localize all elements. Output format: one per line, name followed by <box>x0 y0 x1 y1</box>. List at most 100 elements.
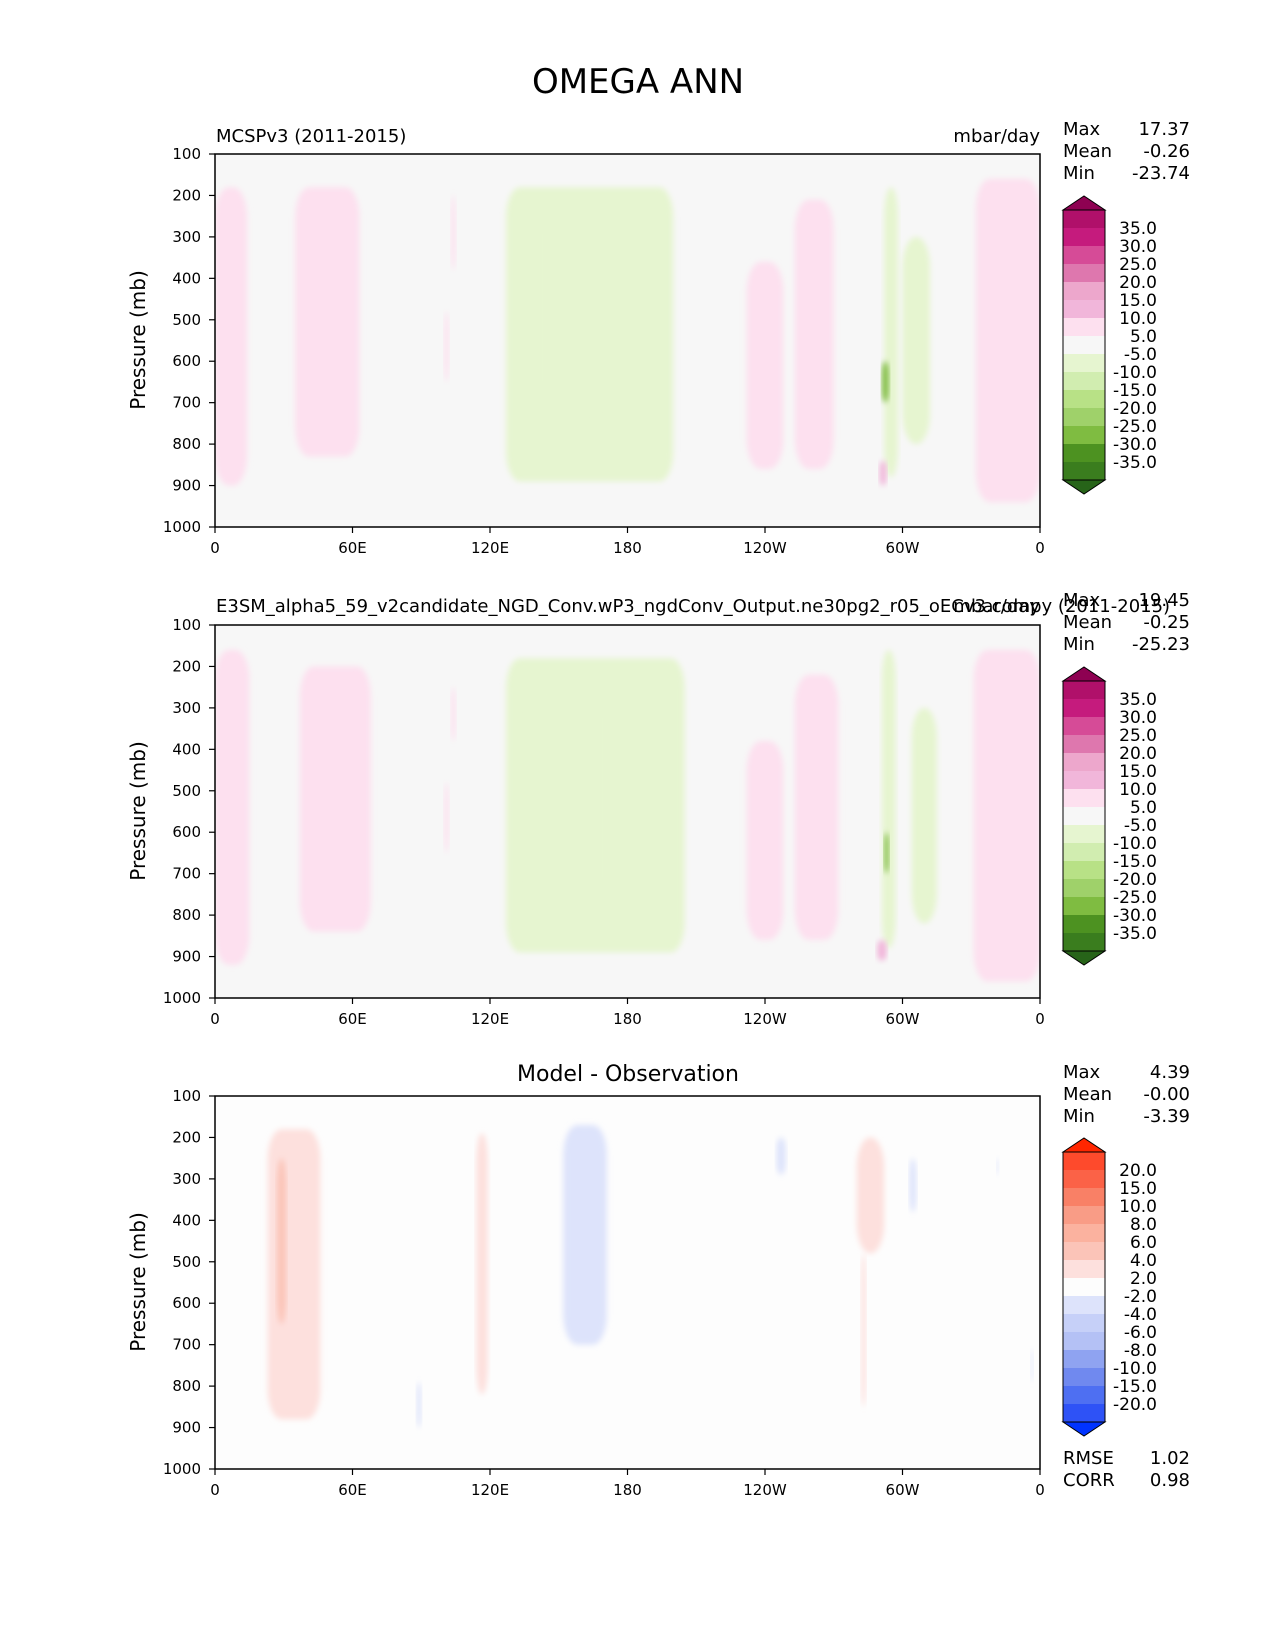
contour-region <box>794 199 834 469</box>
rmse-label: RMSE <box>1063 1448 1114 1469</box>
contour-region <box>902 236 930 445</box>
y-tick-label: 400 <box>172 1211 201 1229</box>
colorbar-level-label: 4.0 <box>1130 1251 1157 1271</box>
panel-difference-colorbar: 20.015.010.08.06.04.02.0-2.0-4.0-6.0-8.0… <box>1061 1137 1157 1437</box>
panel-reference-y-axis: 100 200 300 400 500 600 700 800 900 1000 <box>163 616 215 1007</box>
colorbar-segment <box>1063 282 1105 301</box>
colorbar-extend-max <box>1061 666 1107 682</box>
panel-reference-ylabel: Pressure (mb) <box>126 741 150 881</box>
contour-region <box>909 1158 917 1213</box>
y-tick-label: 900 <box>172 477 201 495</box>
y-tick-label: 500 <box>172 311 201 329</box>
y-tick-label: 100 <box>172 145 201 163</box>
panel-reference-x-axis: 0 60E 120E 180 120W 60W 0 <box>210 998 1045 1028</box>
colorbar-segment <box>1063 210 1105 229</box>
panel-reference-units: mbar/day <box>953 596 1040 617</box>
colorbar-segment <box>1063 336 1105 355</box>
panel-difference: Model - Observation 100 200 300 400 500 600 70… <box>126 1062 1190 1499</box>
colorbar-level-label: 6.0 <box>1130 1233 1157 1253</box>
colorbar-segment <box>1063 1260 1105 1279</box>
stat-mean-value: -0.26 <box>1143 141 1190 162</box>
contour-region <box>991 749 1011 936</box>
colorbar-level-label: -15.0 <box>1113 852 1157 872</box>
contour-region <box>879 460 887 486</box>
panel-test-stats: Max 17.37 Mean -0.26 Min -23.74 <box>1063 119 1190 184</box>
y-tick-label: 800 <box>172 1377 201 1395</box>
colorbar-level-label: -35.0 <box>1113 924 1157 944</box>
rmse-value: 1.02 <box>1150 1448 1190 1469</box>
y-tick-label: 800 <box>172 906 201 924</box>
colorbar-level-label: 35.0 <box>1119 690 1157 710</box>
y-tick-label: 400 <box>172 740 201 758</box>
colorbar-level-label: -35.0 <box>1113 453 1157 473</box>
x-tick-label: 180 <box>613 1481 642 1499</box>
contour-region <box>881 361 889 403</box>
colorbar-segment <box>1063 1188 1105 1207</box>
contour-region <box>884 832 889 874</box>
colorbar-frame <box>1062 1151 1106 1423</box>
colorbar-segment <box>1063 246 1105 265</box>
x-tick-label: 120W <box>743 539 787 557</box>
y-tick-label: 600 <box>172 823 201 841</box>
stat-max-value: 19.45 <box>1138 590 1190 611</box>
colorbar-segment <box>1063 933 1105 952</box>
colorbar-level-label: 35.0 <box>1119 219 1157 239</box>
y-tick-label: 1000 <box>163 989 201 1007</box>
colorbar-level-label: 20.0 <box>1119 1161 1157 1181</box>
colorbar-segment <box>1063 1350 1105 1369</box>
colorbar-level-label: 10.0 <box>1119 780 1157 800</box>
contour-region <box>911 707 937 924</box>
colorbar-level-label: 25.0 <box>1119 726 1157 746</box>
colorbar-level-label: -6.0 <box>1124 1323 1157 1343</box>
colorbar-level-label: 20.0 <box>1119 273 1157 293</box>
contour-region <box>416 1382 422 1428</box>
colorbar-level-label: 15.0 <box>1119 762 1157 782</box>
contour-region <box>1030 1348 1034 1382</box>
panel-reference-colorbar: 35.030.025.020.015.010.05.0-5.0-10.0-15.… <box>1061 666 1157 966</box>
colorbar-segment <box>1063 825 1105 844</box>
panel-reference-contours <box>215 649 1040 982</box>
colorbar-extend-min <box>1061 479 1107 495</box>
colorbar-level-label: -15.0 <box>1113 1377 1157 1397</box>
x-tick-label: 0 <box>210 539 220 557</box>
contour-region <box>476 1133 488 1395</box>
corr-label: CORR <box>1063 1470 1115 1491</box>
panel-test-left-title: MCSPv3 (2011-2015) <box>216 126 406 147</box>
colorbar-segment <box>1063 300 1105 319</box>
y-tick-label: 700 <box>172 1336 201 1354</box>
stat-min-label: Min <box>1063 163 1095 184</box>
x-tick-label: 0 <box>210 1010 220 1028</box>
y-tick-label: 500 <box>172 782 201 800</box>
stat-max-value: 17.37 <box>1138 119 1190 140</box>
y-tick-label: 700 <box>172 394 201 412</box>
colorbar-level-label: -2.0 <box>1124 1287 1157 1307</box>
contour-region <box>794 674 839 940</box>
y-tick-label: 900 <box>172 1419 201 1437</box>
colorbar-level-label: 30.0 <box>1119 708 1157 728</box>
colorbar-segment <box>1063 735 1105 754</box>
colorbar-level-label: -10.0 <box>1113 834 1157 854</box>
panel-test-x-axis: 0 60E 120E 180 120W 60W 0 <box>210 527 1045 557</box>
colorbar-segment <box>1063 1152 1105 1171</box>
stat-min-value: -25.23 <box>1132 634 1190 655</box>
y-tick-label: 1000 <box>163 1460 201 1478</box>
colorbar-segment <box>1063 408 1105 427</box>
x-tick-label: 0 <box>210 1481 220 1499</box>
x-tick-label: 180 <box>613 539 642 557</box>
contour-region <box>1026 236 1040 403</box>
colorbar-level-label: -10.0 <box>1113 363 1157 383</box>
panel-difference-title: Model - Observation <box>517 1062 739 1087</box>
x-tick-label: 60E <box>338 539 367 557</box>
stat-max-label: Max <box>1063 590 1101 611</box>
stat-min-label: Min <box>1063 634 1095 655</box>
colorbar-segment <box>1063 897 1105 916</box>
colorbar-level-label: -4.0 <box>1124 1305 1157 1325</box>
colorbar-segment <box>1063 681 1105 700</box>
colorbar-segment <box>1063 426 1105 445</box>
y-tick-label: 200 <box>172 1128 201 1146</box>
panel-reference: E3SM_alpha5_59_v2candidate_NGD_Conv.wP3_… <box>126 590 1190 1028</box>
colorbar-level-label: -5.0 <box>1124 345 1157 365</box>
colorbar-segment <box>1063 771 1105 790</box>
x-tick-label: 60E <box>338 1481 367 1499</box>
colorbar-frame <box>1062 680 1106 952</box>
